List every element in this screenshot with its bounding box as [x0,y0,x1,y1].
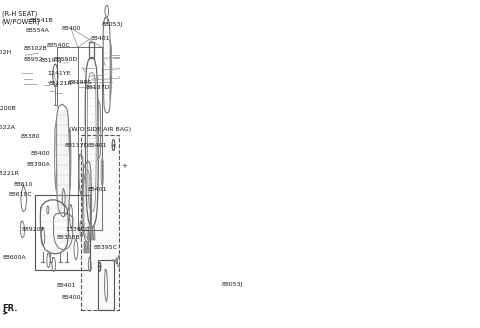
Text: 88200B: 88200B [0,106,16,111]
Text: 88102B: 88102B [24,46,47,51]
Text: 1241YE: 1241YE [47,71,71,75]
Text: 88053J: 88053J [101,22,122,27]
Text: 88600A: 88600A [2,255,26,260]
Text: 88121R: 88121R [49,81,72,86]
Text: (W/O SIDE AIR BAG): (W/O SIDE AIR BAG) [69,127,132,132]
Text: (R-H SEAT)
(W/POWER): (R-H SEAT) (W/POWER) [1,10,40,25]
Text: 88221R: 88221R [0,171,19,176]
Text: 88401: 88401 [56,283,76,288]
Text: 88610: 88610 [13,182,33,187]
Text: 88137D: 88137D [65,143,89,149]
Text: +: + [121,163,127,169]
Text: a: a [98,264,101,269]
Text: 88395C: 88395C [94,245,118,250]
Text: 88400: 88400 [31,151,50,156]
Text: 88002H: 88002H [0,50,12,54]
Text: 88053J: 88053J [222,282,243,287]
Text: 1339CC: 1339CC [65,227,90,232]
Circle shape [112,139,115,151]
Text: 88401: 88401 [91,36,110,41]
Text: 88199S: 88199S [69,80,92,85]
FancyBboxPatch shape [81,135,120,310]
Text: 88380: 88380 [21,134,40,139]
Text: 88358B: 88358B [56,235,80,240]
Text: 88540C: 88540C [47,43,71,48]
Text: 88550D: 88550D [54,57,78,62]
Text: 88401: 88401 [88,143,108,148]
Text: 88400: 88400 [62,295,82,300]
Text: 88541B: 88541B [29,18,53,23]
Circle shape [98,262,101,271]
Text: 88390A: 88390A [26,162,50,167]
Text: 88400: 88400 [61,26,81,31]
Text: a: a [112,143,115,148]
Text: 88137D: 88137D [86,85,110,90]
Text: 88522A: 88522A [0,125,16,130]
Text: FR.: FR. [2,304,18,313]
Text: 88920T: 88920T [22,227,46,232]
Text: 88401: 88401 [87,187,107,192]
Text: 88191J: 88191J [41,58,62,63]
Circle shape [123,161,126,171]
Text: 88610C: 88610C [9,192,33,197]
Text: 88952: 88952 [24,57,44,62]
Text: 88554A: 88554A [26,28,49,33]
